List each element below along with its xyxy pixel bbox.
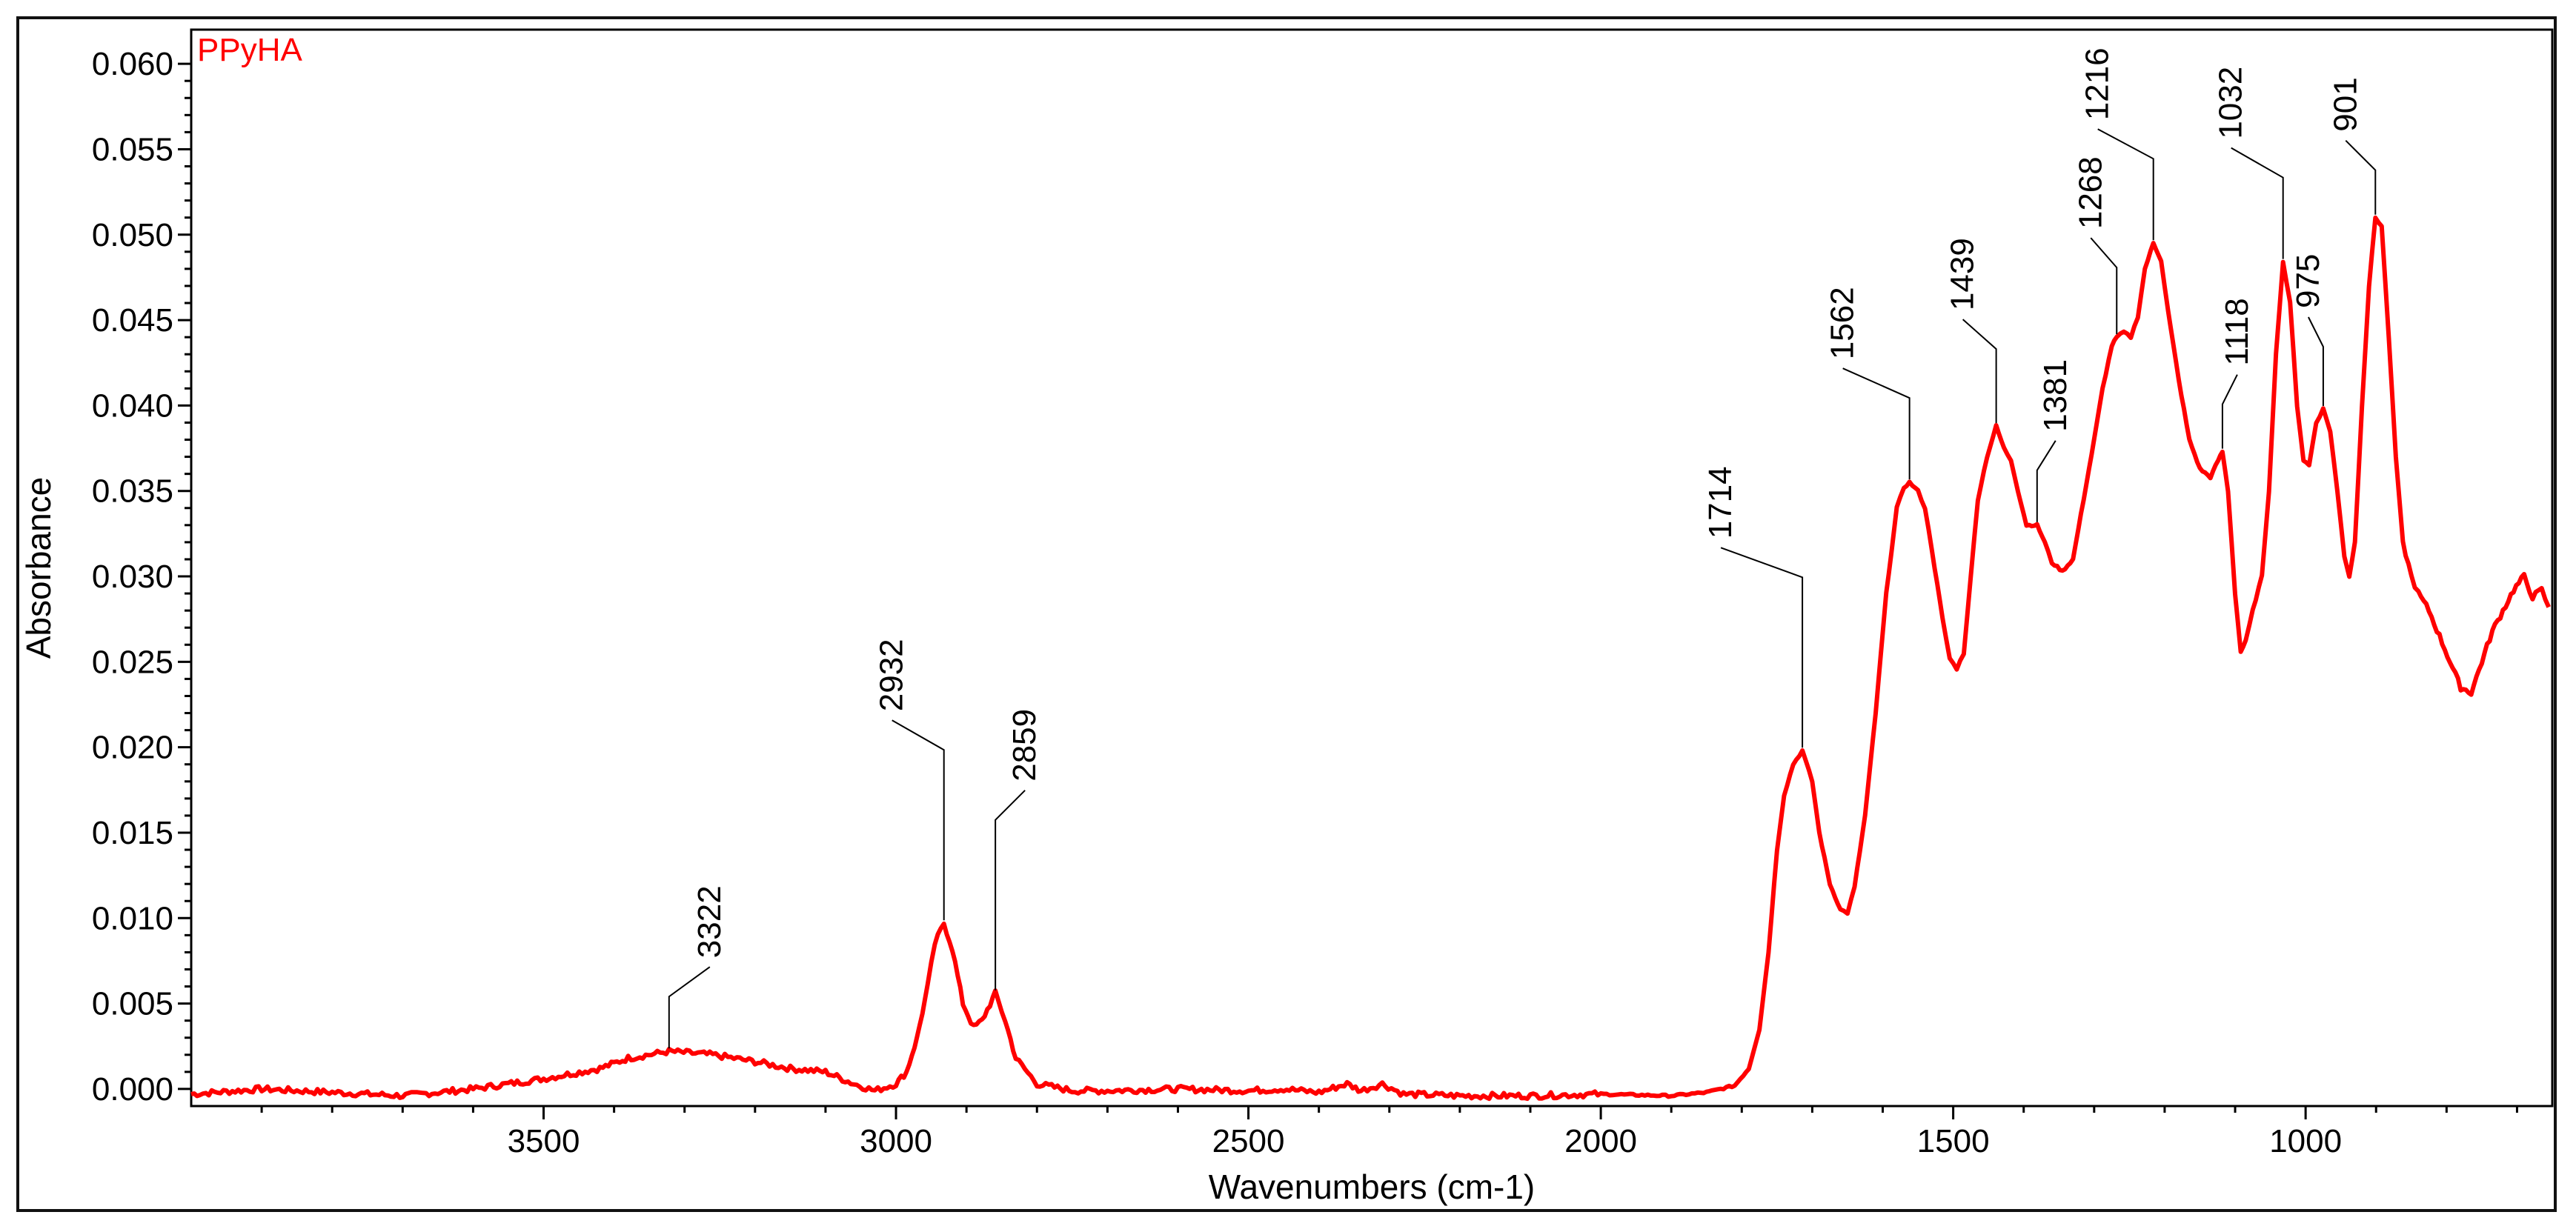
peak-leader-line [2090,237,2118,335]
x-tick-label: 1000 [2269,1123,2342,1159]
y-tick-label: 0.015 [92,815,173,851]
y-tick-label: 0.060 [92,46,173,82]
peak-label: 2932 [874,639,910,711]
peak-leader-line [892,719,945,921]
plot-area [190,28,2554,1108]
peak-label: 1032 [2213,67,2249,139]
peak-annotations: 3322 2932 2859 1714 1562 1439 1381 1268 1216 1118… [668,47,2377,1049]
peak-label: 2859 [1006,709,1043,782]
x-axis: 3500 3000 2500 2000 1500 1000 [260,1106,2518,1159]
spectrum-line-ppyha [190,215,2551,1102]
peak-leader-line [668,966,711,1049]
y-tick-label: 0.020 [92,730,173,766]
peak-leader-line [1962,319,1997,424]
peak-leader-line [2097,128,2154,241]
peak-label: 1562 [1825,287,1861,359]
y-tick-label: 0.050 [92,217,173,253]
y-axis-title: Absorbance [19,477,58,659]
x-tick-label: 1500 [1917,1123,1990,1159]
peak-leader-line [1842,367,1911,480]
peak-label: 1268 [2072,156,2108,229]
peak-label: 1216 [2079,47,2116,120]
peak-label: 1439 [1945,238,1981,310]
y-tick-label: 0.010 [92,900,173,936]
y-axis: 0.000 0.005 0.010 0.015 0.020 0.025 0.030 0.035… [92,46,191,1108]
y-tick-label: 0.025 [92,644,173,680]
y-tick-label: 0.005 [92,986,173,1022]
peak-leader-line [2308,316,2324,407]
peak-leader-line [2036,440,2057,522]
peak-label: 1381 [2037,359,2074,432]
peak-label: 901 [2327,77,2363,131]
y-tick-label: 0.045 [92,302,173,339]
peak-label: 3322 [691,885,728,958]
peak-leader-line [2345,139,2377,215]
y-tick-label: 0.000 [92,1071,173,1108]
series-legend-label: PPyHA [197,32,302,68]
peak-label: 1118 [2219,298,2255,365]
x-tick-label: 3000 [860,1123,932,1159]
peak-leader-line [2231,147,2284,259]
y-tick-label: 0.040 [92,387,173,424]
chart-frame [16,16,2557,1212]
peak-leader-line [995,790,1026,990]
y-tick-label: 0.030 [92,559,173,595]
x-axis-title: Wavenumbers (cm-1) [1209,1168,1535,1206]
peak-leader-line [1720,547,1804,748]
x-tick-label: 2000 [1564,1123,1637,1159]
y-tick-label: 0.055 [92,131,173,167]
peak-label: 975 [2290,254,2326,308]
peak-leader-line [2221,374,2238,449]
peak-label: 1714 [1702,466,1739,539]
x-tick-label: 2500 [1212,1123,1285,1159]
x-tick-label: 3500 [508,1123,580,1159]
y-tick-label: 0.035 [92,473,173,510]
